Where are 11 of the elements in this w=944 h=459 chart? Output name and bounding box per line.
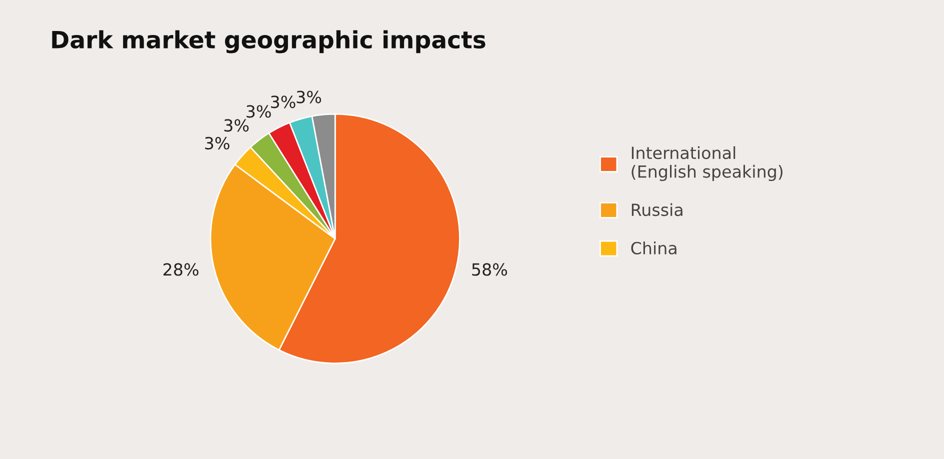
data-label: 3% bbox=[271, 96, 296, 108]
data-label: 3% bbox=[296, 90, 322, 104]
data-label: 58% bbox=[472, 263, 508, 276]
data-label: 3% bbox=[224, 119, 249, 132]
legend-label: China bbox=[631, 242, 676, 254]
data-label: 3% bbox=[246, 105, 271, 118]
data-label: 28% bbox=[164, 263, 198, 276]
legend-label: Russia bbox=[632, 203, 682, 216]
data-label: 3% bbox=[205, 136, 230, 150]
chart-title: Dark market geographic impacts bbox=[52, 30, 486, 54]
legend-label: International (English speaking) bbox=[632, 146, 782, 182]
